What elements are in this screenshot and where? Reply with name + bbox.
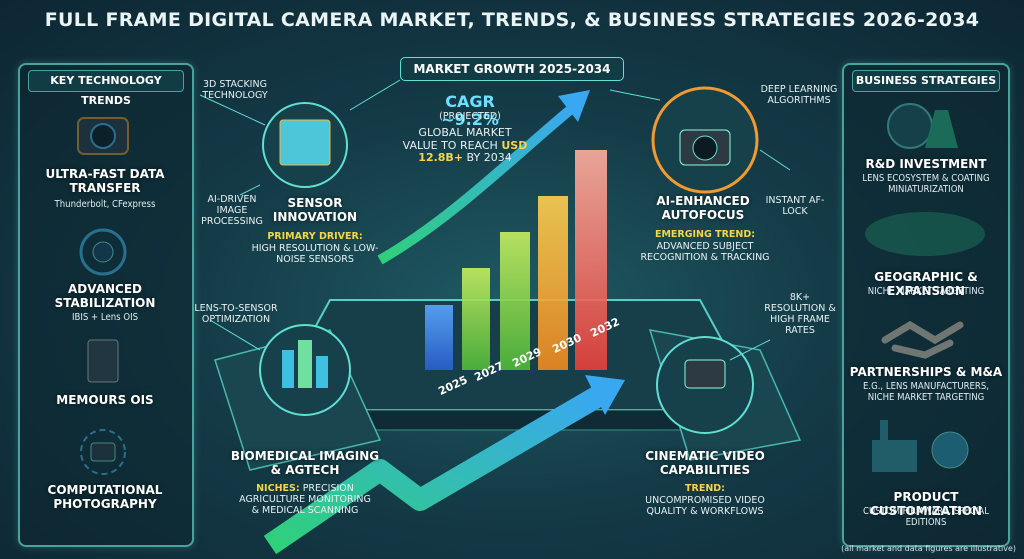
section-text: NICHES: PRECISION AGRICULTURE MONITORING… bbox=[235, 483, 375, 517]
section-label: NICHES: bbox=[256, 483, 300, 494]
section-text: ADVANCED SUBJECT RECOGNITION & TRACKING bbox=[640, 241, 770, 263]
section-label: PRIMARY DRIVER: bbox=[267, 231, 363, 242]
right-panel: BUSINESS STRATEGIES bbox=[842, 63, 1010, 547]
growth-title: MARKET GROWTH 2025-2034 bbox=[400, 57, 624, 81]
trend-title: COMPUTATIONAL PHOTOGRAPHY bbox=[47, 483, 163, 511]
panel-title: KEY TECHNOLOGY TRENDS bbox=[28, 70, 184, 107]
section-title: BIOMEDICAL IMAGING & AGTECH bbox=[230, 449, 380, 477]
lens bbox=[692, 135, 718, 161]
section-label: EMERGING TREND: bbox=[654, 229, 756, 240]
section-title: SENSOR INNOVATION bbox=[272, 196, 358, 224]
strategy-title: R&D INVESTMENT bbox=[865, 157, 987, 171]
left-panel: KEY TECHNOLOGY TRENDS bbox=[18, 63, 194, 547]
strategy-subtitle: CUSTOM FIRMWARE, SPECIAL EDITIONS bbox=[862, 506, 990, 528]
building bbox=[282, 350, 294, 388]
strategy-subtitle: E.G., LENS MANUFACTURERS, NICHE MARKET T… bbox=[862, 381, 990, 403]
callout: INSTANT AF-LOCK bbox=[765, 195, 825, 217]
bar bbox=[425, 305, 453, 370]
big-arrow bbox=[263, 385, 606, 555]
bar bbox=[575, 150, 607, 370]
cine-camera bbox=[684, 359, 726, 389]
section-text: UNCOMPROMISED VIDEO QUALITY & WORKFLOWS bbox=[645, 495, 765, 517]
trend-title: ULTRA-FAST DATA TRANSFER bbox=[45, 167, 165, 195]
strategy-subtitle: NICHE MARKET TARGETING bbox=[867, 286, 985, 297]
building bbox=[298, 340, 312, 388]
value-amount: 12.8B+ bbox=[418, 151, 464, 165]
strategy-title: PRODUCT CUSTOMIZATION bbox=[870, 490, 982, 518]
growth-arrow bbox=[377, 106, 574, 265]
bar bbox=[538, 196, 568, 370]
strategy-title: GEOGRAPHIC & EXPANSION bbox=[874, 270, 978, 298]
trend-title: MEMOURS OIS bbox=[56, 393, 154, 407]
value-text: GLOBAL MARKET VALUE TO REACH bbox=[402, 126, 512, 152]
callout: LENS-TO-SENSOR OPTIMIZATION bbox=[194, 303, 278, 325]
arrow-head bbox=[585, 375, 625, 415]
callout: AI-DRIVEN IMAGE PROCESSING bbox=[201, 194, 263, 227]
trend-subtitle: Thunderbolt, CFexpress bbox=[54, 199, 156, 210]
callout: 8K+ RESOLUTION & HIGH FRAME RATES bbox=[764, 292, 836, 336]
bar bbox=[462, 268, 490, 370]
section-text: PRECISION AGRICULTURE MONITORING & MEDIC… bbox=[239, 483, 371, 516]
market-value-text: GLOBAL MARKET VALUE TO REACH USD 12.8B+ … bbox=[400, 126, 530, 165]
bar bbox=[500, 232, 530, 370]
section-title: AI-ENHANCED AUTOFOCUS bbox=[656, 194, 750, 222]
building bbox=[316, 356, 328, 388]
page-title: FULL FRAME DIGITAL CAMERA MARKET, TRENDS… bbox=[44, 9, 980, 31]
cagr: CAGR ~9.2% bbox=[441, 92, 499, 130]
callout: 3D STACKING TECHNOLOGY bbox=[202, 79, 268, 101]
value-currency: USD bbox=[501, 138, 528, 152]
panel-title: BUSINESS STRATEGIES bbox=[852, 70, 1000, 92]
trend-title: ADVANCED STABILIZATION bbox=[54, 282, 156, 310]
arrow-head bbox=[558, 90, 590, 122]
strategy-subtitle: LENS ECOSYSTEM & COATING MINIATURIZATION bbox=[862, 173, 990, 195]
trend-subtitle: IBIS + Lens OIS bbox=[71, 312, 139, 323]
sensor-chip bbox=[279, 119, 331, 166]
section-text: HIGH RESOLUTION & LOW-NOISE SENSORS bbox=[251, 243, 379, 265]
cagr-note: (PROJECTED) bbox=[439, 111, 501, 122]
connector bbox=[199, 79, 791, 361]
section-title: CINEMATIC VIDEO CAPABILITIES bbox=[645, 449, 765, 477]
value-suffix: BY 2034 bbox=[466, 151, 512, 165]
section-label: TREND: bbox=[685, 483, 725, 494]
callout: DEEP LEARNING ALGORITHMS bbox=[760, 84, 838, 106]
strategy-title: PARTNERSHIPS & M&A bbox=[849, 365, 1003, 379]
footnote: (all market and data figures are illustr… bbox=[841, 544, 1016, 553]
